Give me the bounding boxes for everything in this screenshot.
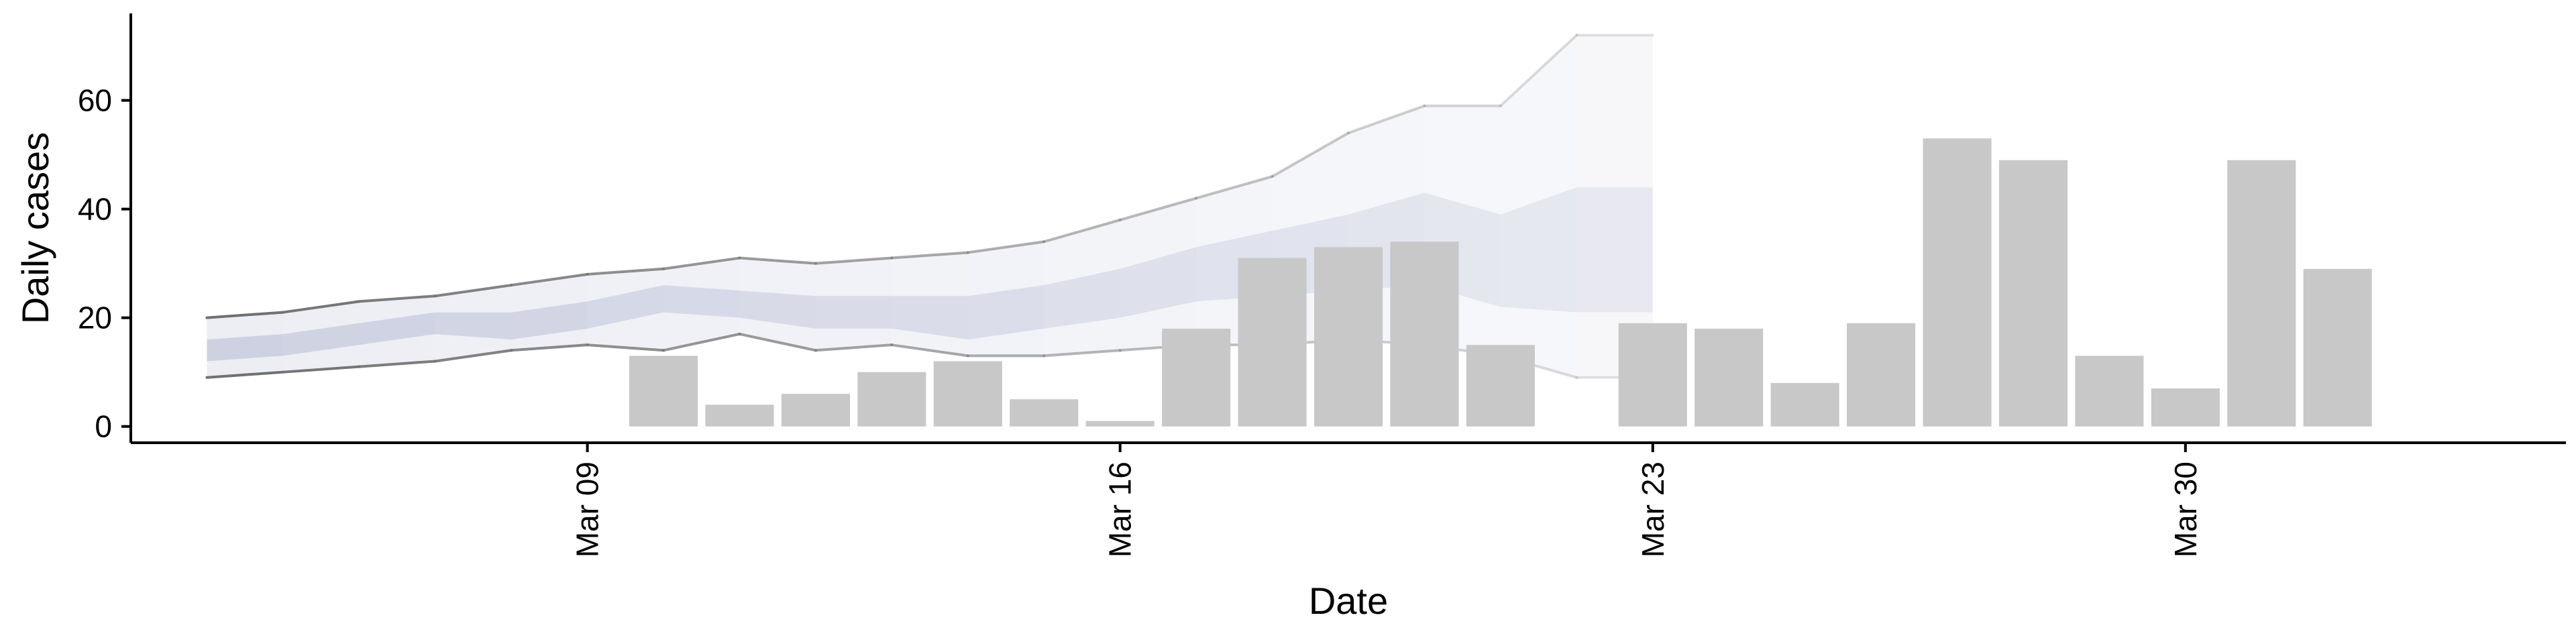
forecast-upper-bound-line (662, 256, 741, 270)
forecast-upper-bound-line (1195, 175, 1274, 200)
forecast-upper-bound-line (281, 300, 361, 314)
daily-cases-bar (1770, 382, 1839, 427)
forecast-inner-band-segment (1044, 268, 1120, 329)
forecast-outer-band-segment (207, 312, 283, 378)
forecast-outer-band-segment (511, 274, 588, 351)
daily-cases-bar (1466, 345, 1535, 427)
forecast-upper-bound-line (1347, 104, 1426, 135)
daily-cases-bar (781, 394, 850, 427)
forecast-inner-band-segment (1120, 247, 1197, 318)
forecast-outer-band-segment (587, 268, 664, 351)
forecast-lower-bound-line (358, 360, 437, 368)
forecast-outer-band-segment (1120, 198, 1197, 351)
forecast-outer-band-segment (739, 258, 816, 351)
daily-cases-bar (2151, 388, 2220, 427)
forecast-inner-band-segment (815, 296, 892, 329)
y-tick-label: 40 (78, 192, 112, 227)
forecast-upper-bound-line (358, 294, 437, 303)
forecast-inner-band-segment (892, 296, 968, 340)
daily-cases-bar (1238, 258, 1307, 427)
forecast-outer-band-segment (663, 258, 740, 351)
forecast-lower-bound-line (510, 343, 589, 352)
x-tick-label: Mar 30 (2168, 462, 2203, 557)
forecast-lower-bound-line (814, 343, 894, 352)
forecast-outer-band-segment (815, 258, 892, 351)
forecast-upper-bound-line (433, 284, 513, 298)
forecast-upper-bound-line (966, 240, 1046, 254)
forecast-inner-band-segment (1500, 187, 1577, 313)
forecast-inner-band-segment (967, 285, 1044, 340)
x-tick-label: Mar 16 (1103, 462, 1138, 557)
x-axis-title: Date (1309, 580, 1388, 622)
daily-cases-bar (2303, 268, 2372, 427)
forecast-inner-band-segment (282, 323, 360, 356)
forecast-outer-band-segment (967, 241, 1044, 356)
daily-cases-bar (1314, 247, 1383, 427)
y-tick-label: 20 (78, 301, 112, 335)
y-tick-label: 60 (78, 83, 112, 118)
daily-cases-bar (1618, 323, 1687, 427)
forecast-lower-bound-line (586, 343, 665, 352)
forecast-upper-bound-line (1499, 34, 1578, 107)
forecast-inner-band-segment (207, 333, 283, 362)
daily-cases-bar (1390, 241, 1459, 427)
forecast-lower-bound-line (738, 332, 817, 352)
forecast-inner-band-segment (359, 312, 435, 345)
forecast-lower-bound-line (281, 365, 361, 374)
bars-layer (629, 138, 2372, 427)
forecast-outer-band-segment (1500, 35, 1577, 378)
forecast-outer-band-segment (892, 252, 968, 356)
daily-cases-bar (933, 361, 1002, 427)
forecast-inner-band-segment (587, 285, 664, 329)
forecast-upper-bound-line (1271, 131, 1350, 178)
forecast-outer-band-segment (1576, 35, 1653, 378)
forecast-lower-bound-line (1042, 349, 1122, 358)
forecast-upper-bound-line (814, 256, 894, 265)
forecast-inner-band-segment (663, 285, 740, 318)
forecast-upper-bound-line (586, 267, 665, 276)
daily-cases-bar (1695, 328, 1764, 427)
daily-cases-bar (2075, 356, 2144, 427)
daily-cases-bar (1010, 399, 1079, 427)
daily-cases-bar (1998, 160, 2068, 427)
forecast-outer-band-segment (435, 285, 512, 362)
daily-cases-bar (857, 372, 926, 427)
forecast-outer-band-segment (282, 301, 360, 372)
daily-cases-bar (2227, 160, 2296, 427)
forecast-upper-bound-line (890, 251, 969, 260)
y-tick-label: 0 (95, 409, 112, 444)
forecast-inner-band-segment (1576, 187, 1653, 313)
daily-cases-bar (1162, 328, 1231, 427)
axes-layer: 0 20 40 60 Mar 09 Mar 16 Mar 23 Mar 30 (78, 13, 2566, 557)
forecast-upper-bound-line (738, 256, 817, 265)
forecast-inner-band-segment (511, 301, 588, 340)
forecast-outer-band-segment (1044, 219, 1120, 356)
forecast-inner-band-segment (739, 290, 816, 329)
daily-cases-bar (1847, 323, 1916, 427)
x-tick-label: Mar 09 (570, 462, 605, 557)
forecast-lower-bound-line (662, 332, 741, 352)
forecast-outer-band-segment (359, 296, 435, 367)
forecast-upper-bound-line (205, 311, 284, 319)
daily-cases-bar (629, 356, 698, 427)
daily-cases-bar (1085, 421, 1155, 427)
forecast-lower-bound-line (205, 370, 284, 379)
forecast-upper-bound-line (510, 272, 589, 287)
x-tick-label: Mar 23 (1635, 462, 1670, 557)
forecast-upper-bound-line (1042, 218, 1122, 244)
forecast-lower-bound-line (890, 343, 969, 358)
daily-cases-bar (705, 405, 774, 427)
y-axis-title: Daily cases (14, 132, 56, 324)
daily-cases-bar (1923, 138, 1992, 427)
forecast-upper-bound-line (1118, 197, 1198, 221)
forecast-inner-band-segment (435, 312, 512, 340)
forecast-lower-bound-line (433, 349, 513, 363)
